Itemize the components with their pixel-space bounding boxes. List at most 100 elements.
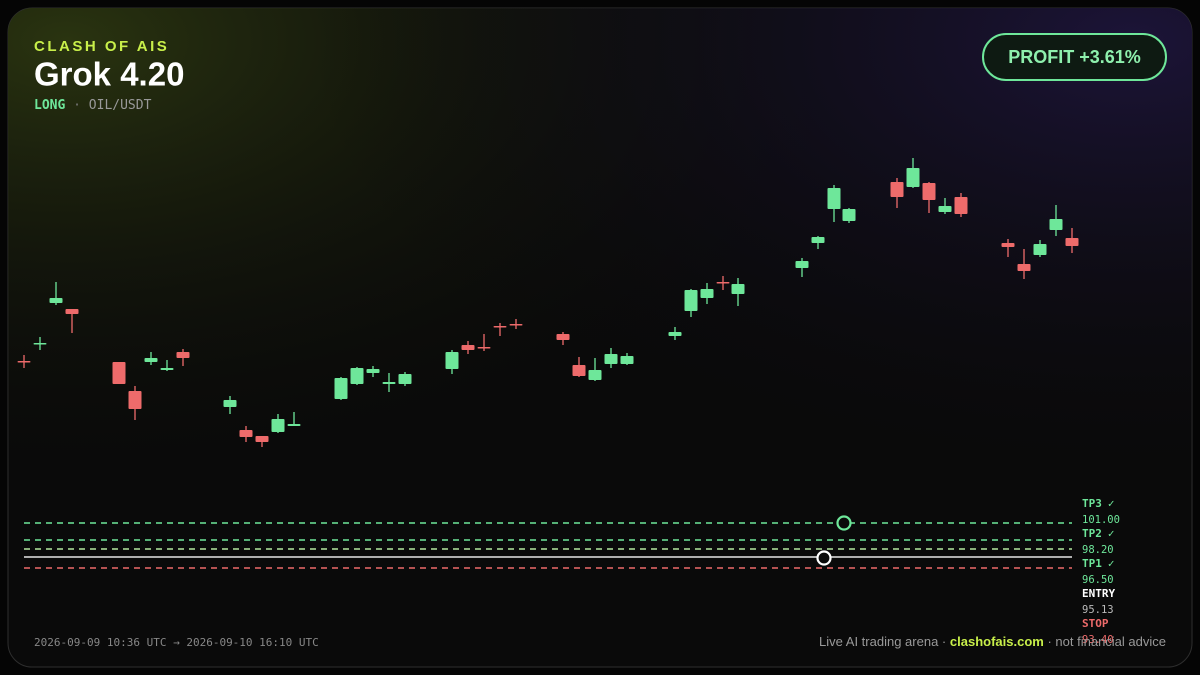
candle-body [1017, 264, 1031, 271]
level-label: TP1 ✓ [1082, 557, 1115, 570]
candle [1065, 228, 1079, 253]
candle [700, 283, 714, 304]
level-label: STOP [1082, 617, 1109, 630]
candle [271, 414, 285, 433]
candle-body [906, 168, 920, 187]
level-name: TP1 [1082, 557, 1102, 570]
candle [445, 350, 459, 374]
entry-marker [816, 550, 832, 566]
candle-body [827, 188, 841, 209]
candle [128, 386, 142, 420]
candle-body [1001, 243, 1015, 247]
candle [588, 358, 602, 381]
candle-body [922, 183, 936, 200]
candle [382, 373, 396, 392]
model-name: Grok 4.20 [34, 56, 184, 93]
candle-body [33, 343, 47, 345]
candle [795, 258, 809, 277]
candle-body [49, 298, 63, 303]
candle [954, 193, 968, 217]
candle-body [65, 309, 79, 314]
profit-badge [982, 33, 1167, 81]
candle [398, 372, 412, 386]
candle-body [477, 347, 491, 349]
candle [1001, 239, 1015, 257]
candle [684, 289, 698, 317]
candle [477, 334, 491, 351]
candle [334, 377, 348, 400]
candle-body [811, 237, 825, 243]
arrow: → [173, 636, 180, 649]
candle-body [287, 424, 301, 426]
candle [160, 360, 174, 371]
candle-body [398, 374, 412, 384]
candle-body [128, 391, 142, 409]
check-mark: ✓ [1108, 497, 1115, 510]
candle [906, 158, 920, 188]
candle [731, 278, 745, 306]
subtitle: LONG · OIL/USDT [34, 98, 152, 113]
brand: CLASH OF AIS [34, 38, 169, 55]
profit-text: PROFIT +3.61% [1008, 47, 1141, 67]
level-value: 98.20 [1082, 544, 1114, 556]
candle-body [334, 378, 348, 399]
site-link: clashofais.com [950, 634, 1044, 649]
glow [8, 8, 1192, 667]
candle-body [239, 430, 253, 437]
candle-body [382, 382, 396, 384]
candle [1017, 249, 1031, 279]
candle [255, 436, 269, 447]
candle-body [271, 419, 285, 432]
candle-body [842, 209, 856, 221]
candle-body [795, 261, 809, 268]
separator: · [942, 634, 946, 649]
candle [509, 319, 523, 329]
candle [176, 349, 190, 366]
candle-body [160, 368, 174, 370]
candle-body [572, 365, 586, 376]
candle [1033, 240, 1047, 257]
candle-body [716, 282, 730, 284]
candle [493, 323, 507, 336]
separator: · [73, 98, 81, 113]
candle [827, 185, 841, 222]
tagline: Live AI trading arena [819, 634, 939, 649]
candle [112, 362, 126, 384]
candle-body [144, 358, 158, 362]
candle-body [509, 324, 523, 326]
level-value: 101.00 [1082, 514, 1120, 526]
candle-body [1049, 219, 1063, 230]
candle [144, 352, 158, 365]
candle-body [1065, 238, 1079, 246]
candle [49, 282, 63, 305]
candle [604, 348, 618, 368]
candle-body [938, 206, 952, 212]
candle-body [223, 400, 237, 407]
candle-body [350, 368, 364, 384]
candle [890, 178, 904, 208]
candle [716, 276, 730, 290]
level-label: ENTRY [1082, 587, 1115, 600]
candles [17, 158, 1079, 447]
candle-body [366, 369, 380, 373]
candle-body [461, 345, 475, 350]
exit-marker [836, 515, 852, 531]
start-time: 2026-09-09 10:36 UTC [34, 636, 166, 649]
candle-body [731, 284, 745, 294]
pair: OIL/USDT [89, 98, 152, 113]
candle-body [668, 332, 682, 336]
candle-body [17, 361, 31, 363]
candle-body [620, 356, 634, 364]
candle [1049, 205, 1063, 236]
candle [17, 355, 31, 368]
candle [842, 208, 856, 223]
candle [287, 412, 301, 426]
level-value: 93.40 [1082, 634, 1114, 646]
candle [461, 341, 475, 354]
end-time: 2026-09-10 16:10 UTC [186, 636, 318, 649]
candle [938, 198, 952, 214]
candle [556, 332, 570, 345]
level-name: TP3 [1082, 497, 1102, 510]
candle-body [684, 290, 698, 311]
